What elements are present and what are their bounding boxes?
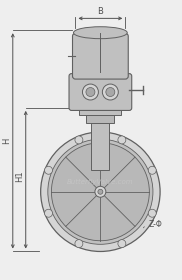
FancyBboxPatch shape	[69, 74, 132, 110]
Bar	[86, 115, 114, 123]
Circle shape	[95, 186, 106, 197]
Circle shape	[98, 189, 103, 194]
Ellipse shape	[74, 27, 127, 39]
Circle shape	[51, 143, 149, 241]
Circle shape	[148, 166, 156, 174]
Circle shape	[82, 84, 98, 100]
Circle shape	[118, 136, 126, 144]
Text: H1: H1	[15, 170, 24, 181]
Circle shape	[118, 240, 126, 248]
Text: ButterflyValve.com: ButterflyValve.com	[67, 179, 134, 185]
Text: Z-Φ: Z-Φ	[148, 220, 162, 229]
Circle shape	[102, 84, 118, 100]
Text: H: H	[2, 138, 11, 144]
Bar	[80, 108, 121, 115]
Circle shape	[106, 88, 115, 97]
Bar	[91, 123, 109, 170]
Circle shape	[75, 240, 83, 248]
Circle shape	[86, 88, 95, 97]
Text: B: B	[97, 7, 103, 16]
Circle shape	[45, 166, 52, 174]
FancyBboxPatch shape	[72, 33, 128, 79]
Circle shape	[48, 139, 153, 244]
Circle shape	[148, 209, 156, 217]
Circle shape	[45, 209, 52, 217]
Circle shape	[41, 132, 160, 251]
Circle shape	[75, 136, 83, 144]
